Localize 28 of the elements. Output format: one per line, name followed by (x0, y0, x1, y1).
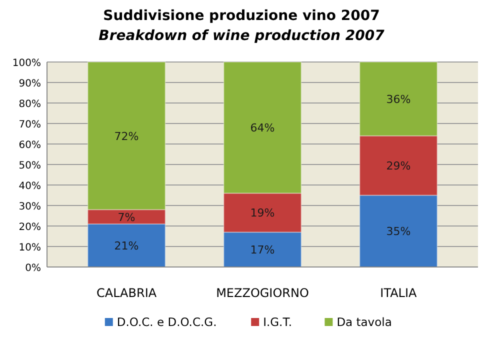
y-tick-label: 60% (18, 140, 41, 151)
y-tick-label: 40% (18, 181, 41, 192)
data-label: 29% (386, 160, 411, 173)
y-tick-label: 100% (12, 58, 41, 69)
data-label: 17% (250, 244, 275, 257)
data-label: 35% (386, 225, 411, 238)
y-tick-label: 0% (25, 263, 41, 274)
y-tick-label: 90% (18, 78, 41, 90)
data-label: 36% (386, 92, 411, 106)
data-label: 72% (114, 130, 139, 143)
chart-title: Suddivisione produzione vino 2007 (103, 8, 380, 24)
x-tick-label: MEZZOGIORNO (216, 286, 309, 300)
x-tick-label: CALABRIA (96, 286, 158, 300)
y-tick-label: 70% (18, 120, 41, 130)
data-label: 19% (250, 206, 275, 220)
y-tick-label: 80% (18, 99, 41, 110)
y-tick-label: 20% (18, 222, 41, 233)
legend-label: D.O.C. e D.O.C.G. (116, 315, 217, 329)
chart-subtitle: Breakdown of wine production 2007 (98, 28, 385, 44)
y-tick-label: 30% (18, 202, 41, 212)
y-tick-label: 50% (18, 160, 41, 172)
data-label: 64% (250, 122, 275, 135)
y-tick-label: 10% (18, 242, 41, 254)
data-label: 7% (118, 210, 136, 224)
data-label: 21% (114, 239, 139, 252)
x-tick-label: ITALIA (380, 286, 418, 300)
legend-label: I.G.T. (263, 315, 292, 329)
legend-label: Da tavola (336, 315, 392, 329)
